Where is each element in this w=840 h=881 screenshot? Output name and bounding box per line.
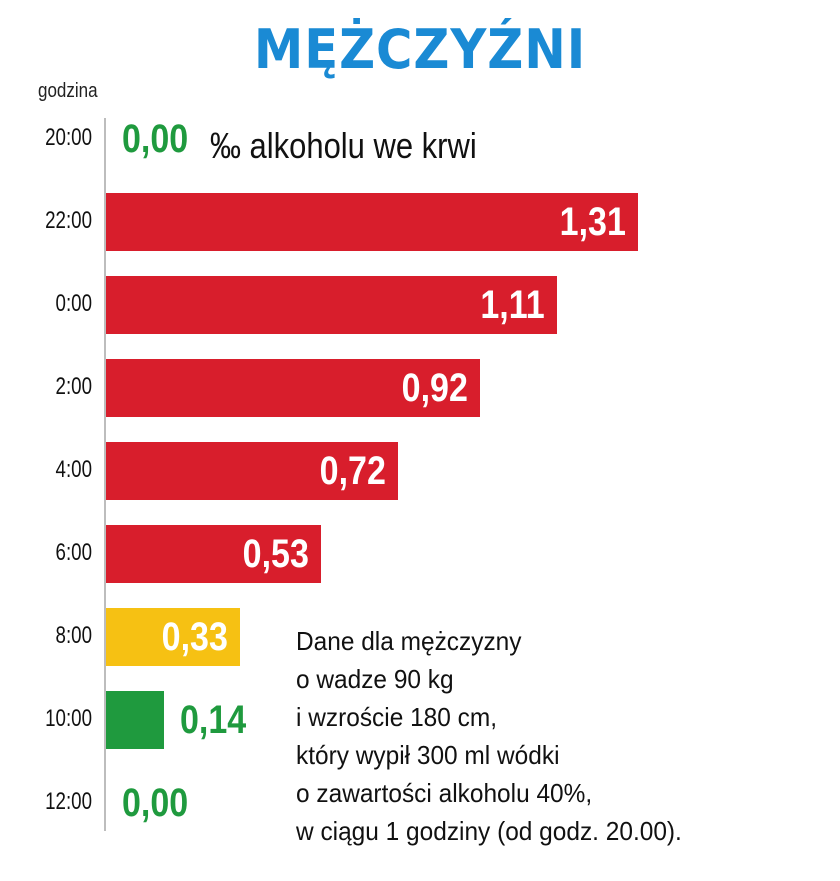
bar-value-label: 0,92 [401,366,468,410]
bar [106,276,557,334]
bar [106,525,321,583]
bar [106,193,638,251]
y-tick-label: 8:00 [55,622,92,649]
y-tick-label: 0:00 [55,290,92,317]
note-line: o wadze 90 kg [296,664,454,694]
y-tick-label: 6:00 [55,539,92,566]
y-axis-label: godzina [38,80,98,102]
unit-note: ‰ alkoholu we krwi [210,125,477,166]
note-line: w ciągu 1 godziny (od godz. 20.00). [296,816,682,846]
y-tick-label: 10:00 [45,705,92,732]
bar-value-label: 0,72 [319,449,386,493]
y-tick-label: 4:00 [55,456,92,483]
bar [106,442,398,500]
bar-value-label: 0,53 [242,532,309,576]
chart-title: MĘŻCZYŹNI [253,18,587,81]
bar [106,359,480,417]
note-line: i wzroście 180 cm, [296,702,498,732]
y-axis-line [104,118,106,831]
bar-value-label: 0,00 [122,117,189,161]
bar-value-label: 0,33 [161,615,228,659]
note-line: o zawartości alkoholu 40%, [296,778,593,808]
y-tick-label: 12:00 [45,788,92,815]
bar-value-label: 0,00 [122,781,189,825]
bar-value-label: 1,11 [480,283,545,327]
note-line: Dane dla mężczyzny [296,626,522,656]
bar [106,691,164,749]
y-tick-label: 2:00 [55,373,92,400]
y-tick-label: 22:00 [45,207,92,234]
chart-note: Dane dla mężczyzny o wadze 90 kg i wzroś… [296,622,682,850]
y-tick-label: 20:00 [45,124,92,151]
bar-value-label: 1,31 [559,200,626,244]
bar [106,608,240,666]
bar-value-label: 0,14 [180,698,247,742]
note-line: który wypił 300 ml wódki [296,740,560,770]
